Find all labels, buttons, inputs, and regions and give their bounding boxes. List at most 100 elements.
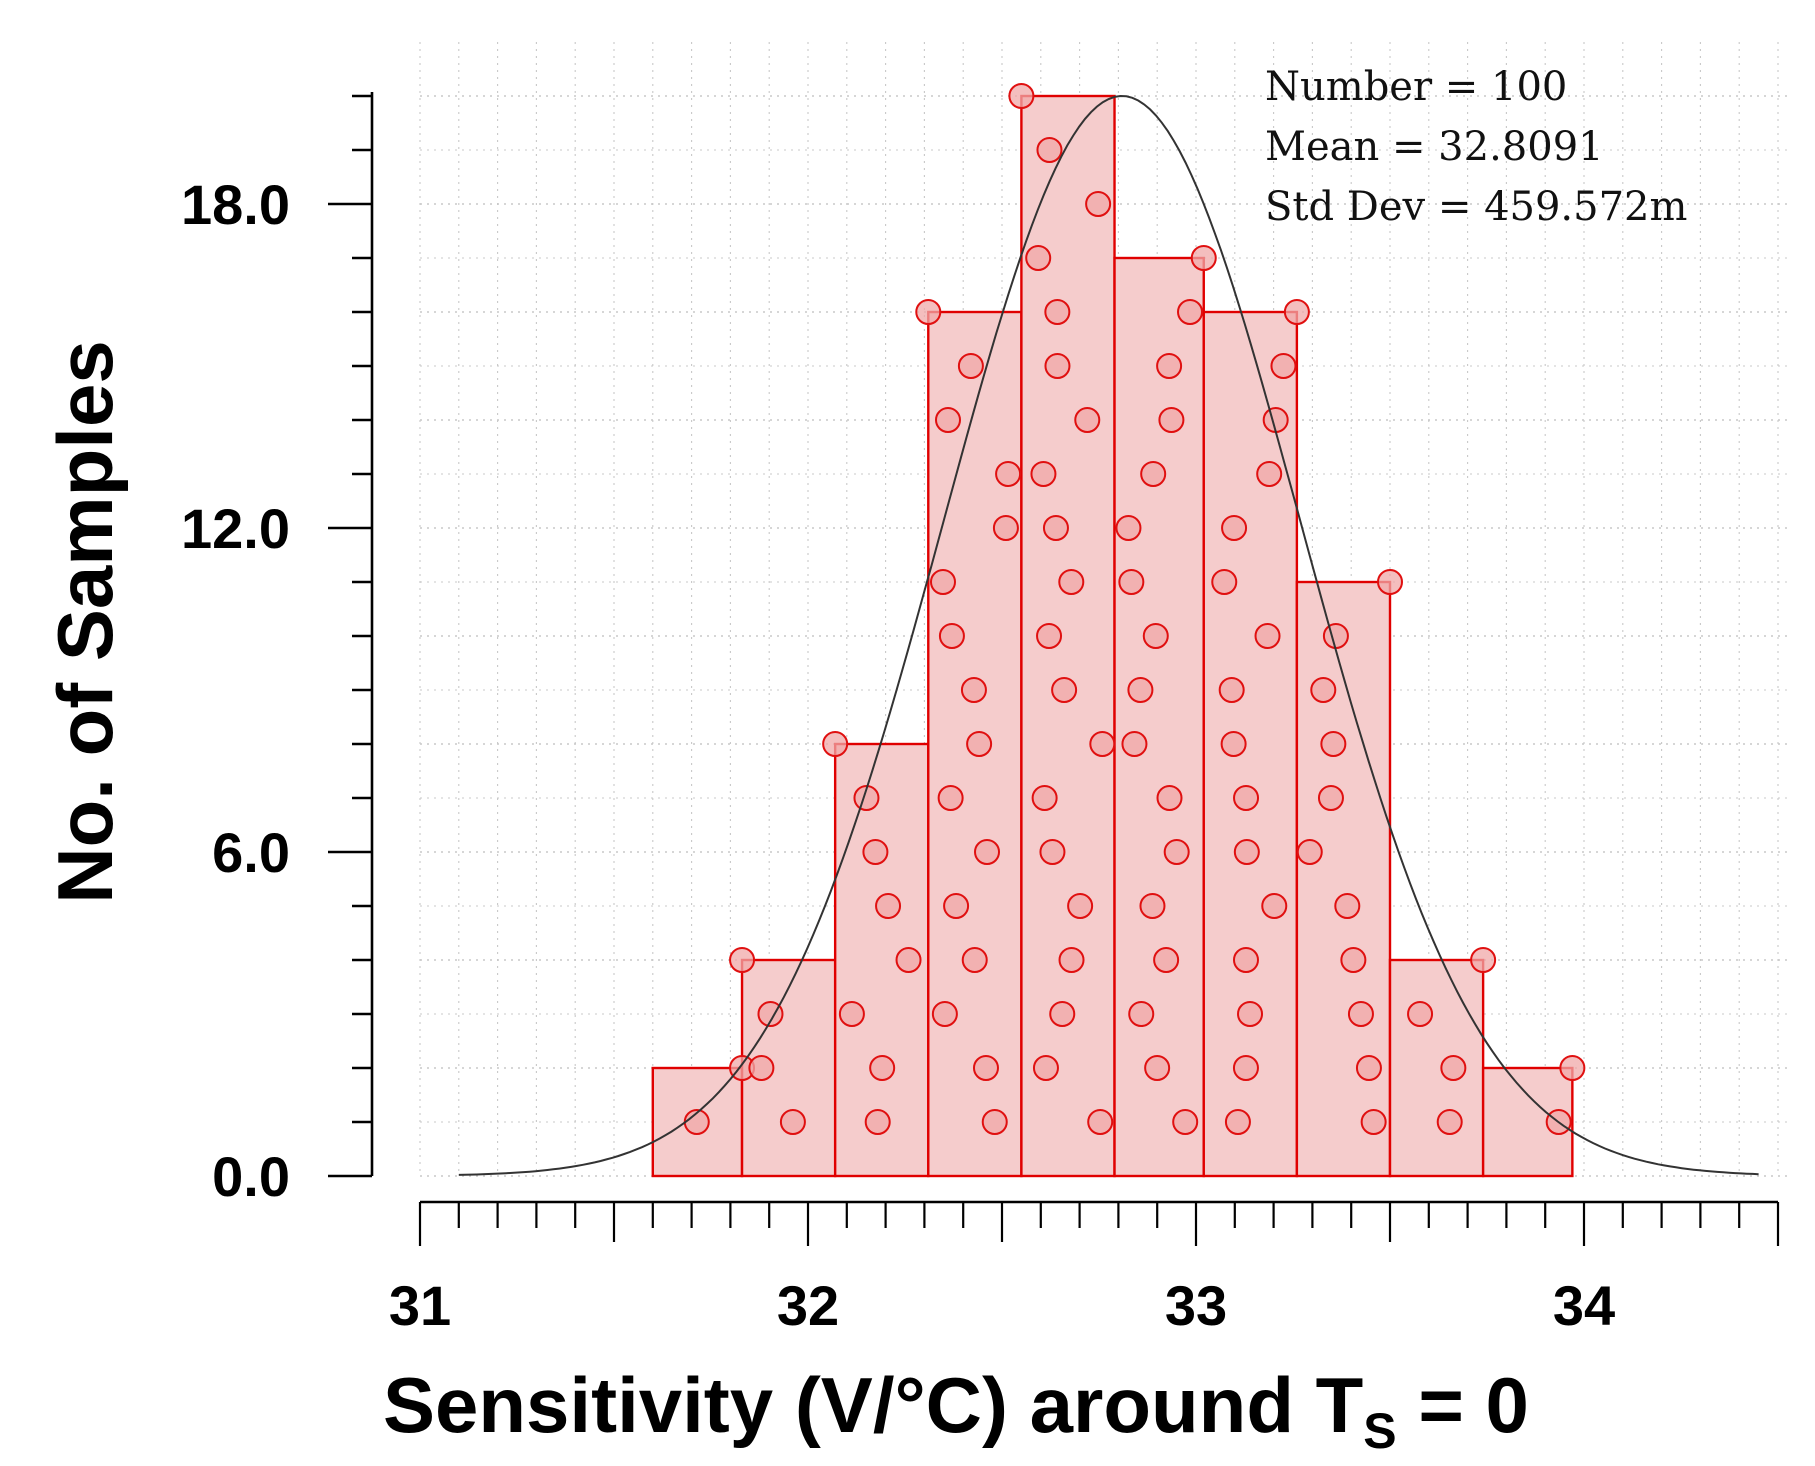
sample-marker bbox=[1221, 515, 1248, 541]
histogram-bar bbox=[1388, 958, 1485, 1178]
sample-marker bbox=[981, 1109, 1008, 1135]
sample-marker bbox=[1031, 785, 1058, 811]
x-tick-label: 33 bbox=[1165, 1274, 1227, 1337]
sample-marker bbox=[972, 1055, 999, 1081]
sample-marker bbox=[1270, 353, 1297, 379]
sample-marker bbox=[748, 1055, 775, 1081]
sample-marker bbox=[1177, 299, 1204, 325]
sample-marker bbox=[1360, 1109, 1387, 1135]
sample-marker bbox=[895, 947, 922, 973]
sample-marker bbox=[1121, 731, 1148, 757]
sample-marker bbox=[1172, 1109, 1199, 1135]
sample-marker bbox=[1153, 947, 1180, 973]
sample-marker bbox=[1310, 677, 1337, 703]
sample-marker bbox=[1237, 1001, 1264, 1027]
sample-marker bbox=[838, 1001, 865, 1027]
y-tick-label: 6.0 bbox=[212, 821, 290, 884]
sample-marker bbox=[938, 623, 965, 649]
sample-marker bbox=[935, 407, 962, 433]
sample-markers bbox=[683, 83, 1586, 1135]
sample-marker bbox=[1008, 83, 1035, 109]
sample-marker bbox=[937, 785, 964, 811]
y-tick-label: 18.0 bbox=[181, 173, 290, 236]
histogram-bar bbox=[1113, 256, 1205, 1178]
sample-marker bbox=[1139, 893, 1166, 919]
histogram-bar bbox=[1202, 310, 1299, 1178]
x-tick-label: 31 bbox=[389, 1274, 451, 1337]
y-tick-label: 0.0 bbox=[212, 1145, 290, 1208]
sample-marker bbox=[1025, 245, 1052, 271]
sample-marker bbox=[1058, 947, 1085, 973]
fit-curve-line bbox=[458, 94, 1759, 1176]
sample-marker bbox=[915, 299, 942, 325]
sample-marker bbox=[1156, 353, 1183, 379]
sample-marker bbox=[1407, 1001, 1434, 1027]
sample-marker bbox=[1233, 839, 1260, 865]
sample-marker bbox=[1118, 569, 1145, 595]
sample-marker bbox=[862, 839, 889, 865]
sample-marker bbox=[1142, 623, 1169, 649]
tick-labels: 0.0 6.0 12.0 18.0 31 32 33 34 bbox=[181, 173, 1615, 1337]
sample-marker bbox=[1470, 947, 1497, 973]
sample-marker bbox=[1320, 731, 1347, 757]
sample-marker bbox=[1218, 677, 1245, 703]
sample-marker bbox=[1334, 893, 1361, 919]
sample-marker bbox=[869, 1055, 896, 1081]
x-axis-title-suffix: = 0 bbox=[1397, 1361, 1529, 1449]
histogram-bar bbox=[1295, 580, 1392, 1178]
sample-marker bbox=[1347, 1001, 1374, 1027]
sample-marker bbox=[1296, 839, 1323, 865]
x-tick-label: 34 bbox=[1553, 1274, 1615, 1337]
x-axis-title: Sensitivity (V/°C) around TS = 0 bbox=[383, 1361, 1529, 1459]
sample-marker bbox=[1144, 1055, 1171, 1081]
sample-marker bbox=[1089, 731, 1116, 757]
sample-marker bbox=[1158, 407, 1185, 433]
sample-marker bbox=[995, 461, 1022, 487]
sample-marker bbox=[1190, 245, 1217, 271]
sample-marker bbox=[1032, 1055, 1059, 1081]
normal-fit-curve bbox=[458, 94, 1759, 1176]
sample-marker bbox=[875, 893, 902, 919]
sample-marker bbox=[960, 677, 987, 703]
sample-marker bbox=[961, 947, 988, 973]
sample-marker bbox=[929, 569, 956, 595]
sample-marker bbox=[1261, 893, 1288, 919]
sample-marker bbox=[1039, 839, 1066, 865]
sample-marker bbox=[1254, 623, 1281, 649]
x-tick-label: 32 bbox=[777, 1274, 839, 1337]
stat-std-dev: Std Dev = 459.572m bbox=[1265, 184, 1687, 230]
sample-marker bbox=[1051, 677, 1078, 703]
sample-marker bbox=[1074, 407, 1101, 433]
sample-marker bbox=[1156, 785, 1183, 811]
sample-marker bbox=[1559, 1055, 1586, 1081]
stat-number: Number = 100 bbox=[1265, 64, 1567, 110]
sample-marker bbox=[1233, 785, 1260, 811]
stats-box: Number = 100 Mean = 32.8091 Std Dev = 45… bbox=[1265, 64, 1687, 230]
sample-marker bbox=[966, 731, 993, 757]
sample-marker bbox=[779, 1109, 806, 1135]
sample-marker bbox=[1211, 569, 1238, 595]
sample-marker bbox=[1283, 299, 1310, 325]
sample-marker bbox=[1322, 623, 1349, 649]
y-axis-title: No. of Samples bbox=[41, 340, 129, 903]
sample-marker bbox=[992, 515, 1019, 541]
sample-marker bbox=[943, 893, 970, 919]
sample-marker bbox=[1232, 1055, 1259, 1081]
sample-marker bbox=[957, 353, 984, 379]
sample-marker bbox=[931, 1001, 958, 1027]
axes bbox=[328, 92, 1780, 1246]
sample-marker bbox=[1030, 461, 1057, 487]
sample-marker bbox=[1036, 137, 1063, 163]
histogram-bars bbox=[651, 94, 1574, 1178]
sample-marker bbox=[729, 947, 756, 973]
sample-marker bbox=[822, 731, 849, 757]
sample-marker bbox=[1058, 569, 1085, 595]
sample-marker bbox=[1163, 839, 1190, 865]
sample-marker bbox=[1127, 677, 1154, 703]
sample-marker bbox=[1440, 1055, 1467, 1081]
sample-marker bbox=[1220, 731, 1247, 757]
sample-marker bbox=[1436, 1109, 1463, 1135]
sample-marker bbox=[1340, 947, 1367, 973]
sample-marker bbox=[1042, 515, 1069, 541]
sample-marker bbox=[1049, 1001, 1076, 1027]
